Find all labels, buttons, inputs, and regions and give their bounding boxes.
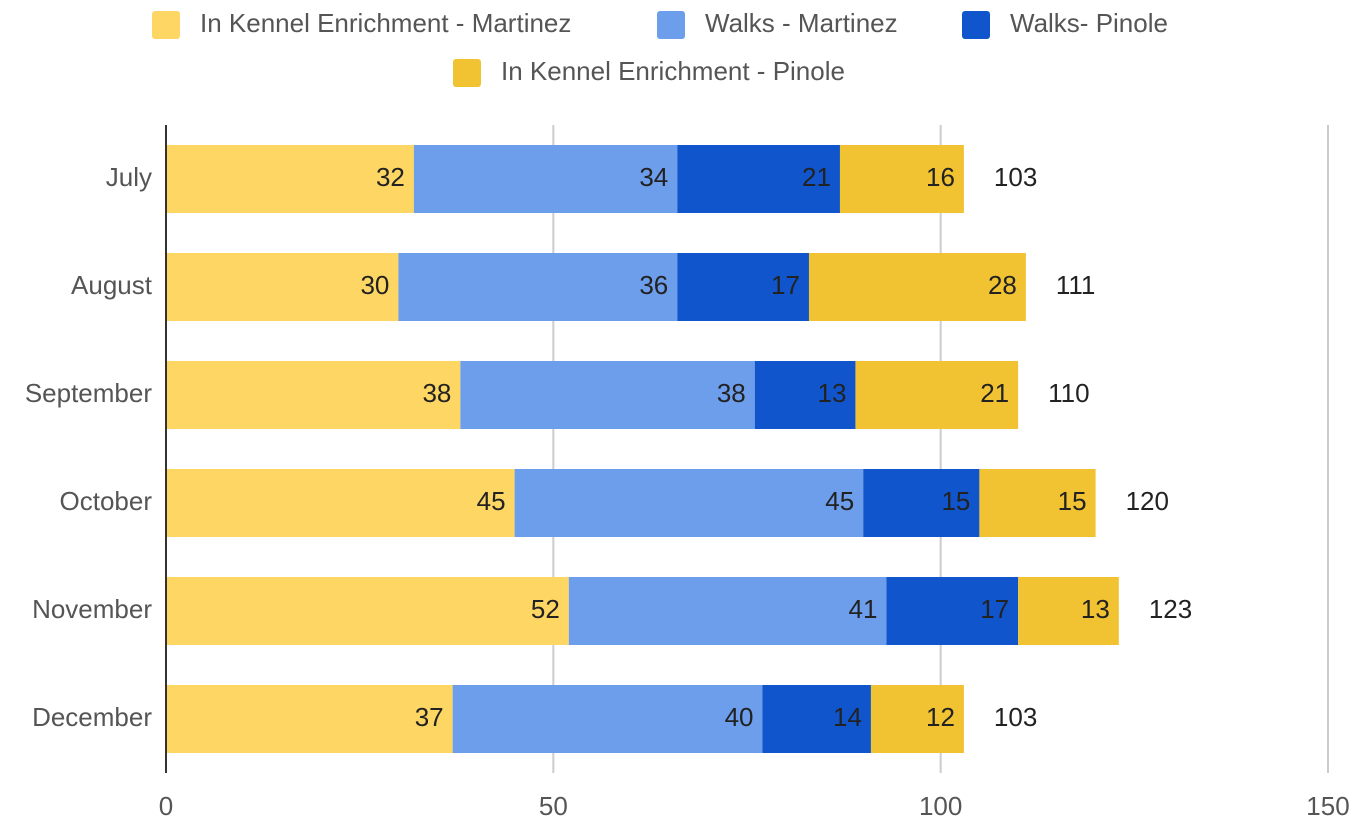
bar-segment <box>166 469 515 537</box>
bar-value-label: 45 <box>477 486 506 516</box>
bar-segment <box>413 145 678 213</box>
total-label: 103 <box>994 162 1037 192</box>
y-tick-label: October <box>60 486 153 516</box>
bar-segment <box>886 577 1019 645</box>
bar-segment <box>514 469 864 537</box>
bar-value-label: 36 <box>639 270 668 300</box>
bar-value-label: 38 <box>717 378 746 408</box>
legend-label: In Kennel Enrichment - Martinez <box>200 8 571 38</box>
bar-value-label: 41 <box>849 594 878 624</box>
bar-value-label: 21 <box>802 162 831 192</box>
bar-value-label: 17 <box>771 270 800 300</box>
bar-value-label: 21 <box>980 378 1009 408</box>
bar-value-label: 15 <box>1058 486 1087 516</box>
bar-segment <box>762 685 871 753</box>
bar-value-label: 13 <box>818 378 847 408</box>
y-tick-label: August <box>71 270 153 300</box>
bar-value-label: 30 <box>360 270 389 300</box>
bar-segment <box>166 361 461 429</box>
bar-segment <box>166 577 569 645</box>
bar-value-label: 38 <box>422 378 451 408</box>
total-label: 123 <box>1149 594 1192 624</box>
bar-segment <box>452 685 763 753</box>
x-tick-label: 0 <box>159 791 173 821</box>
legend-swatch <box>657 11 685 39</box>
bar-value-label: 12 <box>926 702 955 732</box>
bar-segment <box>870 685 964 753</box>
bar-segment <box>460 361 755 429</box>
bar-segment <box>398 253 678 321</box>
total-label: 111 <box>1056 270 1096 300</box>
bar-segment <box>1018 577 1119 645</box>
legend-swatch <box>453 59 481 87</box>
bar-value-label: 17 <box>980 594 1009 624</box>
bar-value-label: 45 <box>825 486 854 516</box>
legend-label: Walks- Pinole <box>1010 8 1168 38</box>
bar-segment <box>839 145 964 213</box>
bar-value-label: 13 <box>1081 594 1110 624</box>
total-label: 120 <box>1126 486 1169 516</box>
total-label: 103 <box>994 702 1037 732</box>
bar-segment <box>677 145 840 213</box>
y-tick-label: September <box>25 378 153 408</box>
legend-label: Walks - Martinez <box>705 8 898 38</box>
bar-segment <box>166 145 414 213</box>
y-tick-label: November <box>32 594 152 624</box>
bar-value-label: 15 <box>941 486 970 516</box>
bar-segment <box>166 253 399 321</box>
bar-value-label: 28 <box>988 270 1017 300</box>
bar-segment <box>677 253 809 321</box>
bar-segment <box>568 577 887 645</box>
bar-segment <box>754 361 856 429</box>
bar-segment <box>863 469 980 537</box>
bar-value-label: 16 <box>926 162 955 192</box>
y-tick-label: December <box>32 702 152 732</box>
bar-segment <box>166 685 453 753</box>
y-tick-label: July <box>106 162 152 192</box>
bar-segment <box>855 361 1019 429</box>
bar-segment <box>979 469 1096 537</box>
x-tick-label: 150 <box>1306 791 1349 821</box>
bar-value-label: 40 <box>725 702 754 732</box>
total-label: 110 <box>1048 378 1089 408</box>
x-tick-label: 100 <box>919 791 962 821</box>
legend-label: In Kennel Enrichment - Pinole <box>501 56 845 86</box>
x-tick-label: 50 <box>539 791 568 821</box>
bar-value-label: 34 <box>639 162 668 192</box>
bar-value-label: 32 <box>376 162 405 192</box>
legend-swatch <box>962 11 990 39</box>
bar-value-label: 37 <box>415 702 444 732</box>
legend-swatch <box>152 11 180 39</box>
bar-value-label: 14 <box>833 702 862 732</box>
bar-segment <box>808 253 1026 321</box>
bar-value-label: 52 <box>531 594 560 624</box>
